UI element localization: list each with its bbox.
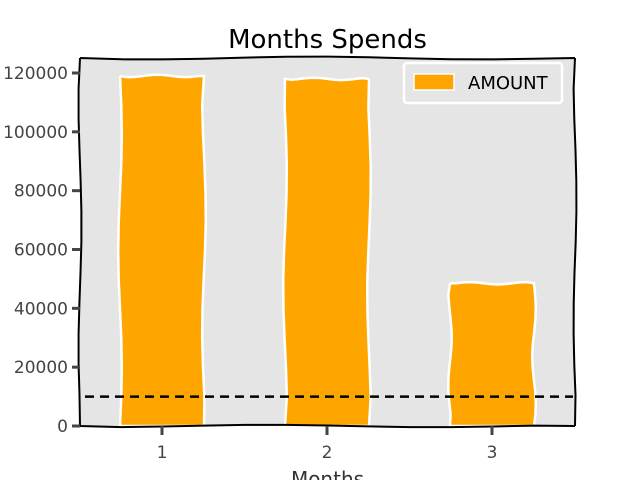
y-tick-label: 20000 xyxy=(14,358,68,378)
legend: AMOUNT xyxy=(402,61,564,105)
x-tick-label: 3 xyxy=(487,443,498,463)
bar-3 xyxy=(447,280,538,428)
bar-1 xyxy=(116,73,208,428)
bar-2 xyxy=(281,76,372,428)
chart-title: Months Spends xyxy=(228,25,427,55)
x-tick-label: 1 xyxy=(157,443,168,463)
legend-box xyxy=(402,61,564,105)
y-tick-label: 60000 xyxy=(14,241,68,261)
x-tick-label: 2 xyxy=(322,443,333,463)
plot-frame xyxy=(77,55,578,429)
y-tick-label: 120000 xyxy=(3,64,68,84)
y-tick-label: 40000 xyxy=(14,299,68,319)
x-axis-label: Months xyxy=(291,467,364,480)
y-tick-label: 100000 xyxy=(3,123,68,143)
y-tick-label: 80000 xyxy=(14,182,68,202)
legend-swatch xyxy=(413,73,455,91)
legend-label: AMOUNT xyxy=(468,73,549,94)
y-tick-label: 0 xyxy=(57,417,68,437)
